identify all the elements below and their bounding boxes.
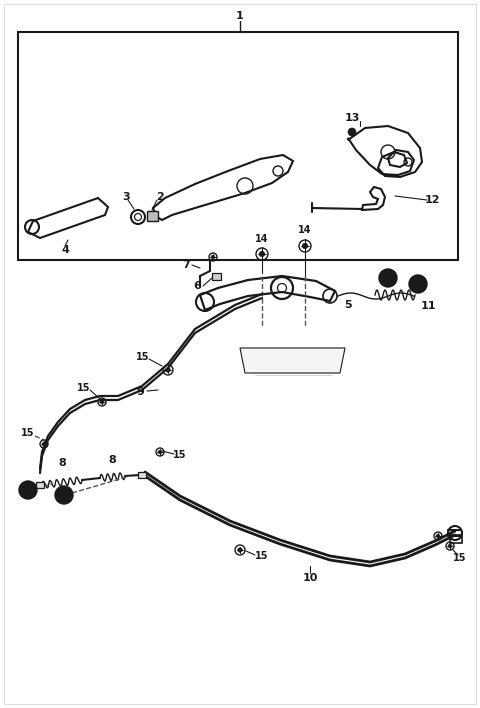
Text: 1: 1 (236, 11, 244, 21)
Text: 2: 2 (156, 192, 164, 202)
Bar (450, 535, 462, 543)
Circle shape (348, 128, 356, 136)
Text: 14: 14 (298, 225, 312, 235)
Text: 15: 15 (173, 450, 187, 460)
Circle shape (166, 367, 170, 372)
Text: 15: 15 (255, 551, 269, 561)
Circle shape (409, 275, 427, 293)
Circle shape (158, 450, 162, 454)
Text: 8: 8 (58, 458, 66, 468)
Text: 12: 12 (424, 195, 440, 205)
Text: 13: 13 (344, 113, 360, 123)
Text: 14: 14 (255, 234, 269, 244)
Circle shape (302, 244, 308, 249)
Circle shape (100, 400, 104, 404)
Text: 15: 15 (21, 428, 35, 438)
Text: 15: 15 (453, 553, 467, 563)
Text: 15: 15 (136, 352, 150, 362)
Text: 11: 11 (420, 301, 436, 311)
Circle shape (259, 251, 264, 257)
Circle shape (19, 481, 37, 499)
Text: A: A (414, 279, 422, 289)
Bar (212, 273, 221, 280)
Polygon shape (240, 348, 345, 373)
Text: 9: 9 (136, 387, 144, 397)
Text: 7: 7 (182, 260, 190, 270)
Text: 4: 4 (61, 245, 69, 255)
Bar (18, 32, 458, 260)
Bar (147, 211, 158, 221)
Text: 15: 15 (77, 383, 91, 393)
Circle shape (238, 548, 242, 552)
Circle shape (448, 544, 452, 548)
Text: 8: 8 (108, 455, 116, 465)
Text: B: B (24, 485, 32, 495)
Circle shape (42, 442, 46, 446)
Bar (36, 482, 44, 488)
Text: 6: 6 (193, 281, 201, 291)
Bar (138, 472, 146, 478)
Circle shape (379, 269, 397, 287)
Text: 10: 10 (302, 573, 318, 583)
Circle shape (55, 486, 73, 504)
Circle shape (211, 255, 215, 259)
Text: 5: 5 (344, 300, 352, 310)
Text: B: B (384, 273, 392, 283)
Text: 3: 3 (122, 192, 130, 202)
Circle shape (436, 535, 440, 538)
Text: A: A (60, 490, 68, 500)
